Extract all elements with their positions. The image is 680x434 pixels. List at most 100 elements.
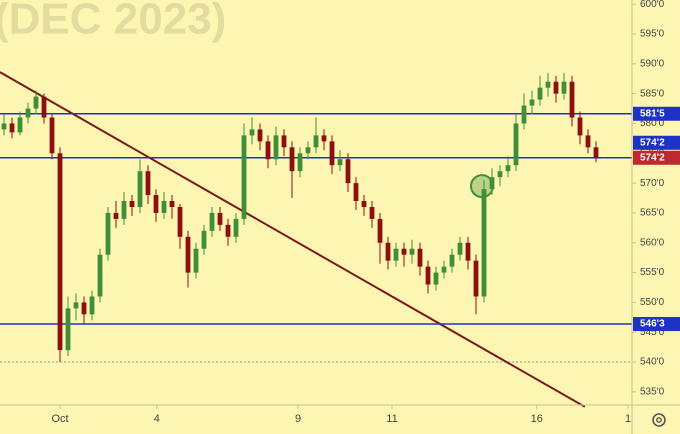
candle-body [329, 141, 335, 166]
candle-body [65, 308, 71, 351]
candle-body [521, 105, 527, 124]
candle-body [161, 201, 167, 213]
y-tick-label: 585'0 [640, 88, 665, 99]
candle-body [33, 96, 39, 109]
candle-body [17, 117, 23, 133]
candle-body [169, 201, 175, 207]
y-tick-label: 545'0 [640, 327, 665, 338]
candle-body [353, 183, 359, 202]
candle-body [337, 159, 343, 166]
candle-body [321, 135, 327, 142]
candle-body [593, 147, 599, 158]
candle-body [249, 129, 255, 136]
candle-body [113, 212, 119, 219]
candle-body [409, 248, 415, 255]
annotation-circle [470, 174, 494, 199]
candle-body [369, 206, 375, 219]
candle-body [441, 266, 447, 273]
candle-body [417, 248, 423, 267]
candle-body [97, 254, 103, 297]
candle-body [529, 99, 535, 106]
candle-body [281, 135, 287, 148]
x-tick-label: 11 [386, 413, 397, 425]
price-line-box [633, 135, 680, 150]
candle-body [393, 248, 399, 261]
x-tick-label: 9 [295, 413, 301, 425]
price-line-box [633, 317, 680, 332]
candle-body [425, 266, 431, 285]
candle-body [513, 123, 519, 166]
candle-body [433, 272, 439, 285]
candle-body [305, 147, 311, 154]
price-line-label: 546'3 [640, 319, 665, 330]
candle-body [209, 212, 215, 231]
candle-body [385, 242, 391, 261]
candle-body [137, 171, 143, 207]
candle-body [129, 201, 135, 207]
y-tick-label: 540'0 [640, 357, 665, 368]
y-tick-label: 600'0 [640, 0, 665, 10]
candle-body [25, 108, 31, 118]
candle-body [201, 230, 207, 249]
y-tick-label: 595'0 [640, 29, 665, 40]
y-tick-label: 560'0 [640, 237, 665, 248]
candle-body [9, 123, 15, 133]
candle-body [345, 159, 351, 184]
candle-body [553, 81, 559, 94]
candle-body [105, 212, 111, 255]
x-tick-label: 1 [625, 413, 631, 425]
candle-body [569, 81, 575, 118]
price-line-label: 581'5 [640, 108, 665, 119]
candle-body [81, 302, 87, 315]
candle-body [289, 147, 295, 172]
candle-body [89, 296, 95, 315]
trend-line [0, 71, 586, 408]
candle-body [1, 123, 7, 130]
last-price-box [633, 150, 680, 165]
candle-body [41, 96, 47, 118]
candle-body [185, 236, 191, 273]
candle-body [273, 135, 279, 160]
candle-body [481, 189, 487, 297]
y-tick-label: 580'0 [640, 118, 665, 129]
candle-body [313, 135, 319, 148]
candle-body [537, 87, 543, 100]
last-price-label: 574'2 [640, 152, 665, 163]
candle-body [457, 242, 463, 255]
candle-body [401, 248, 407, 255]
candle-body [177, 206, 183, 237]
x-tick-label: Oct [51, 413, 68, 425]
candle-body [449, 254, 455, 267]
candle-body [241, 135, 247, 219]
x-tick-label: 4 [154, 413, 160, 425]
candle-body [257, 129, 263, 142]
settings-icon[interactable] [652, 413, 666, 427]
candle-body [505, 165, 511, 172]
candle-body [465, 242, 471, 261]
candle-body [153, 195, 159, 213]
y-tick-label: 565'0 [640, 208, 665, 219]
candle-body [49, 117, 55, 154]
candle-body [377, 218, 383, 243]
gear-inner[interactable] [656, 417, 662, 423]
y-tick-label: 555'0 [640, 267, 665, 278]
candle-body [145, 171, 151, 196]
candle-body [225, 224, 231, 237]
gear-outer[interactable] [652, 413, 666, 427]
y-tick-label: 550'0 [640, 297, 665, 308]
candle-body [561, 81, 567, 94]
x-tick-label: 16 [531, 413, 543, 425]
candle-body [577, 117, 583, 136]
watermark: (DEC 2023) [0, 0, 226, 44]
candle-body [233, 218, 239, 237]
price-line-label: 574'2 [640, 137, 665, 148]
candle-body [73, 302, 79, 309]
price-line-box [633, 106, 680, 121]
y-tick-label: 590'0 [640, 58, 665, 69]
candle-body [473, 260, 479, 297]
candle-body [585, 135, 591, 148]
y-tick-label: 535'0 [640, 387, 665, 398]
